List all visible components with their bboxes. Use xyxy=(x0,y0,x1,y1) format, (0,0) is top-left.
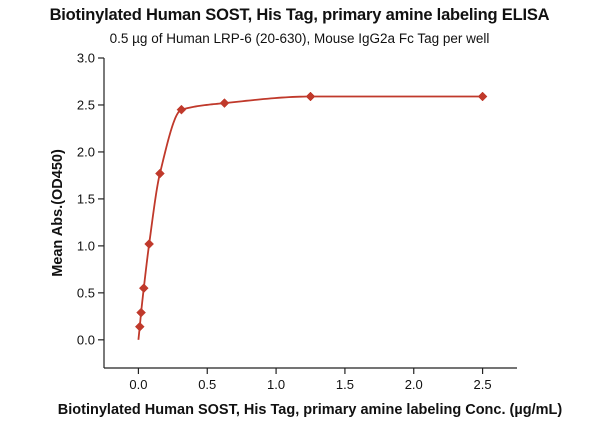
data-point xyxy=(477,91,488,102)
x-tick-label: 0.0 xyxy=(129,377,147,392)
fit-curve-layer xyxy=(137,95,483,340)
x-tick-label: 1.0 xyxy=(267,377,285,392)
y-tick-label: 3.0 xyxy=(77,51,95,66)
data-point xyxy=(136,307,146,318)
data-point xyxy=(155,168,165,179)
data-points-layer xyxy=(134,91,488,332)
y-tick-label: 2.5 xyxy=(77,97,95,112)
chart-subtitle: 0.5 µg of Human LRP-6 (20-630), Mouse Ig… xyxy=(109,31,490,46)
y-tick-label: 2.0 xyxy=(77,144,95,159)
y-tick-label: 0.0 xyxy=(77,332,95,347)
x-tick-label: 2.5 xyxy=(474,377,492,392)
x-tick-label: 0.5 xyxy=(198,377,216,392)
x-tick-label: 1.5 xyxy=(336,377,354,392)
data-point xyxy=(219,98,230,108)
y-tick-label: 1.5 xyxy=(77,191,95,206)
fit-curve xyxy=(137,95,483,340)
data-point xyxy=(134,321,145,332)
axes: 0.0 0.5 1.0 1.5 2.0 2.5 3.0 0.0 0.5 1.0 1.5 2.0 2.5 xyxy=(77,51,517,392)
data-point xyxy=(138,283,149,294)
x-tick-label: 2.0 xyxy=(405,377,423,392)
y-tick-label: 0.5 xyxy=(77,285,95,300)
chart-title: Biotinylated Human SOST, His Tag, primar… xyxy=(49,6,550,24)
data-point xyxy=(144,239,155,249)
data-point xyxy=(305,91,316,102)
data-point xyxy=(176,104,187,115)
y-tick-label: 1.0 xyxy=(77,238,95,253)
y-axis-title: Mean Abs.(OD450) xyxy=(50,149,66,277)
x-axis-title: Biotinylated Human SOST, His Tag, primar… xyxy=(58,402,563,418)
